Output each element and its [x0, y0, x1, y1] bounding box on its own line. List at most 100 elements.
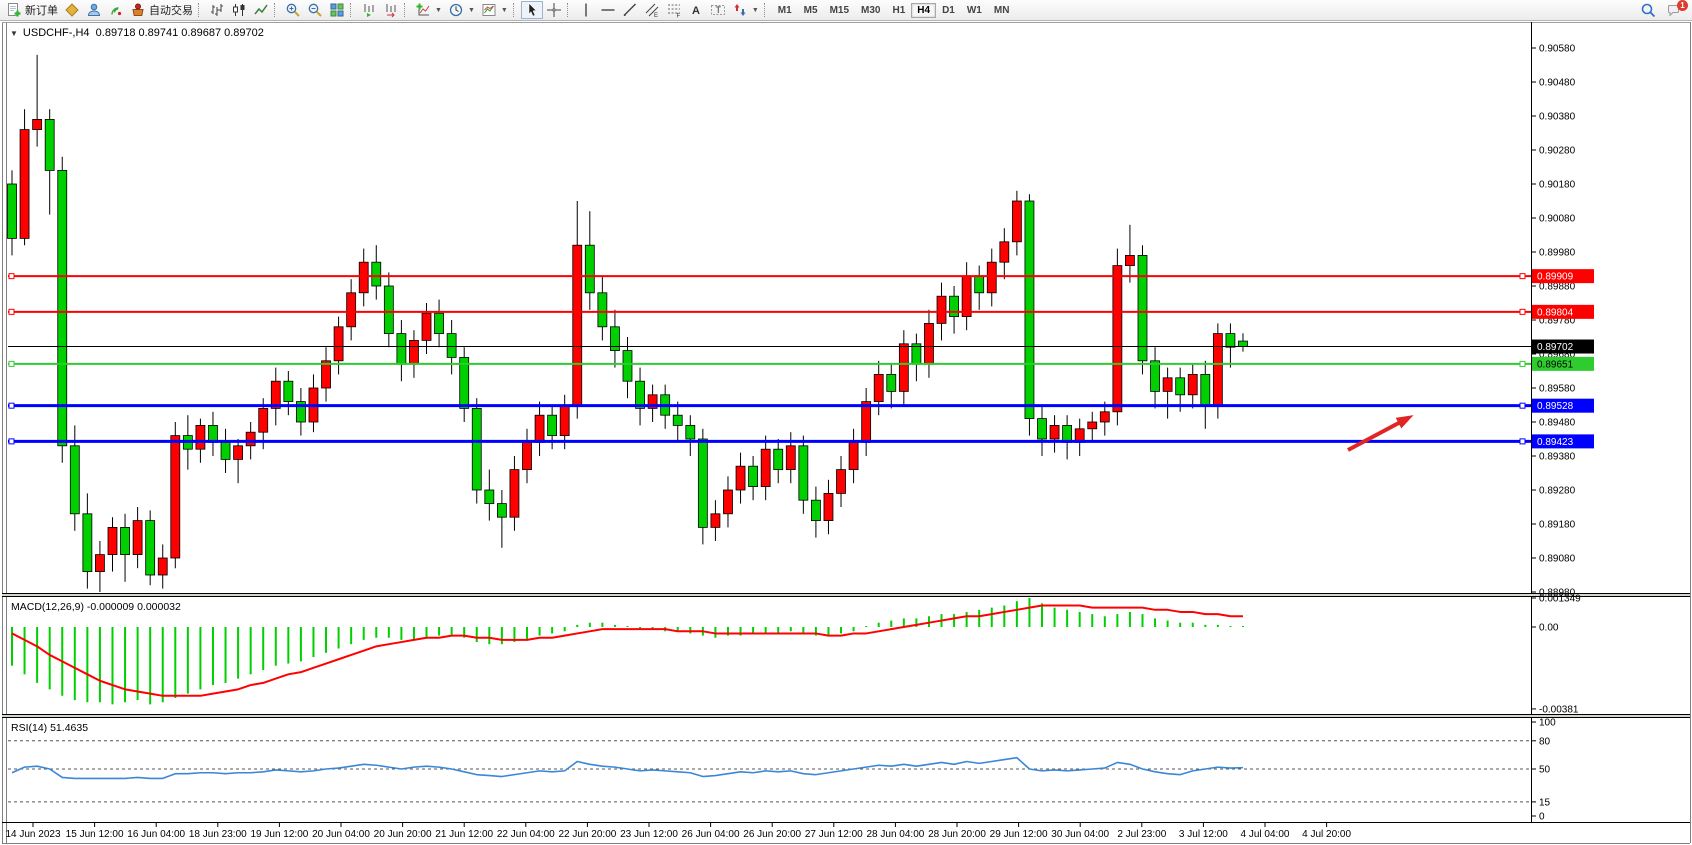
cursor-button[interactable] [520, 1, 543, 19]
svg-text:-0.00381: -0.00381 [1539, 704, 1579, 715]
tf-d1[interactable]: D1 [942, 4, 955, 16]
tf-m15[interactable]: M15 [829, 4, 850, 16]
text-label-button[interactable]: T [707, 1, 729, 19]
ohlc-values: 0.89718 0.89741 0.89687 0.89702 [95, 27, 264, 39]
svg-text:15 Jun 12:00: 15 Jun 12:00 [66, 829, 124, 840]
symbol-period-label: USDCHF-,H4 [22, 27, 90, 39]
time-axis[interactable]: 14 Jun 2023 15 Jun 12:00 16 Jun 04:00 18 Ju… [5, 822, 1351, 840]
svg-text:0.89580: 0.89580 [1539, 384, 1576, 395]
text-button[interactable]: A [685, 1, 707, 19]
price-chart[interactable]: 0.90580 0.90480 0.90380 0.90280 0.90180 0.900… [0, 21, 1692, 845]
svg-text:18 Jun 23:00: 18 Jun 23:00 [189, 829, 247, 840]
tile-icon [330, 3, 344, 17]
svg-text:F: F [676, 14, 680, 19]
equidistant-channel-button[interactable]: E [641, 1, 663, 19]
arrows-icon [734, 4, 746, 16]
fibonacci-button[interactable]: F [663, 1, 685, 19]
svg-text:20 Jun 04:00: 20 Jun 04:00 [312, 829, 370, 840]
auto-scroll-button[interactable] [358, 1, 380, 19]
vertical-line-button[interactable] [575, 1, 597, 19]
horizontal-line-button[interactable] [597, 1, 619, 19]
svg-text:27 Jun 12:00: 27 Jun 12:00 [805, 829, 863, 840]
zoom-out-button[interactable] [304, 1, 326, 19]
horizontal-line-0.89804[interactable]: 0.89804 [8, 304, 1594, 319]
horizontal-line-0.89702[interactable]: 0.89702 [8, 339, 1594, 354]
chevron-down-icon[interactable]: ▼ [751, 6, 759, 14]
bar-chart-button[interactable] [206, 1, 228, 19]
line-chart-button[interactable] [250, 1, 272, 19]
tf-h1[interactable]: H1 [892, 4, 906, 16]
svg-text:0.89480: 0.89480 [1539, 418, 1576, 429]
svg-text:0.00: 0.00 [1539, 623, 1559, 634]
chevron-down-icon[interactable]: ▼ [435, 6, 442, 14]
price-axis[interactable]: 0.90580 0.90480 0.90380 0.90280 0.90180 0.900… [1531, 44, 1576, 599]
chart-shift-button[interactable] [380, 1, 402, 19]
arrows-button[interactable]: ▼ [729, 1, 762, 19]
crosshair-button[interactable] [543, 1, 565, 19]
tf-m30[interactable]: M30 [861, 4, 881, 16]
svg-text:0.89804: 0.89804 [1537, 307, 1574, 318]
svg-text:15: 15 [1539, 797, 1551, 808]
trendline-button[interactable] [619, 1, 641, 19]
new-order-button[interactable]: 新订单 [3, 1, 61, 19]
horizontal-line-0.89528[interactable]: 0.89528 [8, 398, 1594, 413]
community-button[interactable]: 1 [1663, 0, 1688, 19]
hline-icon [601, 9, 615, 11]
horizontal-line-0.89909[interactable]: 0.89909 [8, 269, 1594, 284]
horizontal-line-0.89423[interactable]: 0.89423 [8, 434, 1594, 449]
chart-title: ▼ USDCHF-,H4 0.89718 0.89741 0.89687 0.89… [10, 27, 264, 39]
signals-button[interactable] [105, 1, 127, 19]
tf-mn[interactable]: MN [993, 4, 1010, 16]
periods-button[interactable]: ▼ [445, 1, 478, 19]
search-button[interactable] [1637, 1, 1659, 19]
svg-text:3 Jul 12:00: 3 Jul 12:00 [1179, 829, 1228, 840]
zoom-in-button[interactable] [282, 1, 304, 19]
svg-text:0.89680: 0.89680 [1539, 350, 1576, 361]
indicators-button[interactable]: ▼ [412, 1, 445, 19]
svg-text:14 Jun 2023: 14 Jun 2023 [5, 829, 60, 840]
svg-text:16 Jun 04:00: 16 Jun 04:00 [127, 829, 185, 840]
robot-icon [132, 3, 144, 16]
svg-text:21 Jun 12:00: 21 Jun 12:00 [435, 829, 493, 840]
svg-text:E: E [654, 13, 658, 18]
svg-text:0.90180: 0.90180 [1539, 180, 1576, 191]
tf-h4[interactable]: H4 [911, 2, 937, 18]
svg-text:0.89380: 0.89380 [1539, 452, 1576, 463]
channel-icon: E [645, 3, 659, 18]
horizontal-line-0.89651[interactable]: 0.89651 [8, 356, 1594, 371]
new-order-button-label: 新订单 [25, 5, 58, 17]
tile-windows-button[interactable] [326, 1, 348, 19]
market-depth-button[interactable] [83, 1, 105, 19]
svg-text:0.89651: 0.89651 [1537, 359, 1574, 370]
svg-text:80: 80 [1539, 736, 1551, 747]
fibo-icon: F [667, 4, 680, 19]
chevron-down-icon[interactable]: ▼ [500, 6, 508, 14]
svg-text:0.89909: 0.89909 [1537, 272, 1574, 283]
chevron-down-icon[interactable]: ▼ [467, 6, 475, 14]
svg-text:0.89080: 0.89080 [1539, 554, 1576, 565]
chartshift-icon [386, 4, 396, 18]
svg-text:28 Jun 04:00: 28 Jun 04:00 [866, 829, 924, 840]
rsi-panel: 100 80 50 15 0 [8, 718, 1556, 823]
profile-icon [87, 3, 101, 16]
candles-layer [7, 54, 1248, 592]
horizontal-lines-layer: 0.89909 0.89804 0.89702 0.89651 0.89528 0.894… [8, 269, 1594, 449]
trend-arrow-annotation[interactable] [1347, 415, 1414, 452]
svg-text:29 Jun 12:00: 29 Jun 12:00 [990, 829, 1048, 840]
window-frame [2, 22, 1691, 844]
trendline-icon [623, 3, 636, 16]
add-indicator-icon [416, 3, 430, 16]
candlestick-chart-button[interactable] [228, 1, 250, 19]
templates-button[interactable]: ▼ [478, 1, 511, 19]
svg-text:0.89528: 0.89528 [1537, 401, 1574, 412]
toolbar: 新订单 自动交易 ▼ ▼ ▼ E F A T ▼ M1 M5 M15 M30 H1 H4 D1 W1 MN 1 [0, 0, 1692, 21]
tf-w1[interactable]: W1 [966, 4, 982, 16]
tf-m1[interactable]: M1 [777, 4, 792, 16]
template-icon [482, 4, 496, 16]
tf-m5[interactable]: M5 [803, 4, 818, 16]
collapse-arrow-icon[interactable]: ▼ [10, 29, 18, 38]
toolbar-separator [512, 3, 517, 17]
metaeditor-button[interactable] [61, 1, 83, 19]
svg-text:0.89280: 0.89280 [1539, 486, 1576, 497]
autotrading-button[interactable]: 自动交易 [127, 1, 196, 19]
